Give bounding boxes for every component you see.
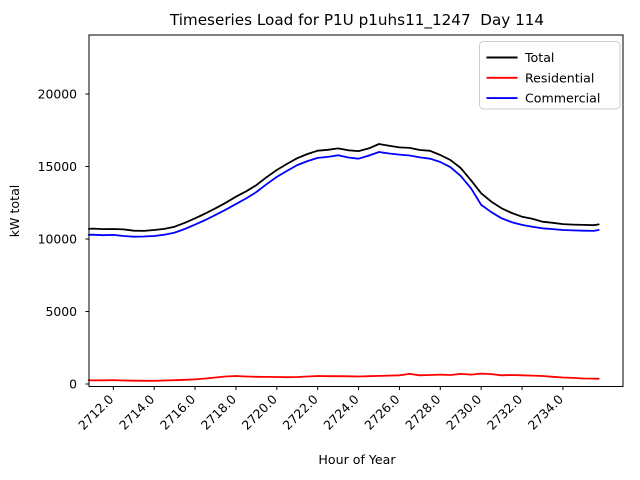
x-tick-label: 2726.0 xyxy=(361,391,402,432)
x-tick-label: 2734.0 xyxy=(525,391,566,432)
x-tick-label: 2716.0 xyxy=(157,391,198,432)
x-tick-label: 2732.0 xyxy=(484,391,525,432)
x-tick-label: 2712.0 xyxy=(75,391,116,432)
x-axis-label: Hour of Year xyxy=(318,452,396,467)
legend-entry-residential: Residential xyxy=(486,70,594,85)
plot-border xyxy=(88,34,624,387)
series-line-residential xyxy=(87,372,600,382)
chart-title: Timeseries Load for P1U p1uhs11_1247 Day… xyxy=(169,11,544,30)
x-tick-label: 2730.0 xyxy=(443,391,484,432)
series-lines xyxy=(87,143,600,382)
series-line-commercial xyxy=(87,151,600,238)
legend-entry-total: Total xyxy=(486,50,554,65)
y-tick-label: 0 xyxy=(69,376,77,391)
legend-label-residential: Residential xyxy=(525,70,594,85)
x-tick-label: 2714.0 xyxy=(116,391,157,432)
legend: Total Residential Commercial xyxy=(479,41,621,110)
x-tick-label: 2722.0 xyxy=(280,391,321,432)
legend-label-total: Total xyxy=(524,50,554,65)
series-line-total xyxy=(87,143,600,232)
y-tick-label: 10000 xyxy=(38,231,78,246)
x-tick-label: 2718.0 xyxy=(198,391,239,432)
x-tick-label: 2720.0 xyxy=(239,391,280,432)
y-tick-label: 15000 xyxy=(38,159,78,174)
y-tick-label: 20000 xyxy=(38,86,78,101)
y-tick-label: 5000 xyxy=(45,304,77,319)
legend-entry-commercial: Commercial xyxy=(486,91,600,106)
y-axis-label: kW total xyxy=(7,185,22,238)
legend-label-commercial: Commercial xyxy=(525,91,600,106)
x-tick-label: 2724.0 xyxy=(320,391,361,432)
x-tick-label: 2728.0 xyxy=(402,391,443,432)
